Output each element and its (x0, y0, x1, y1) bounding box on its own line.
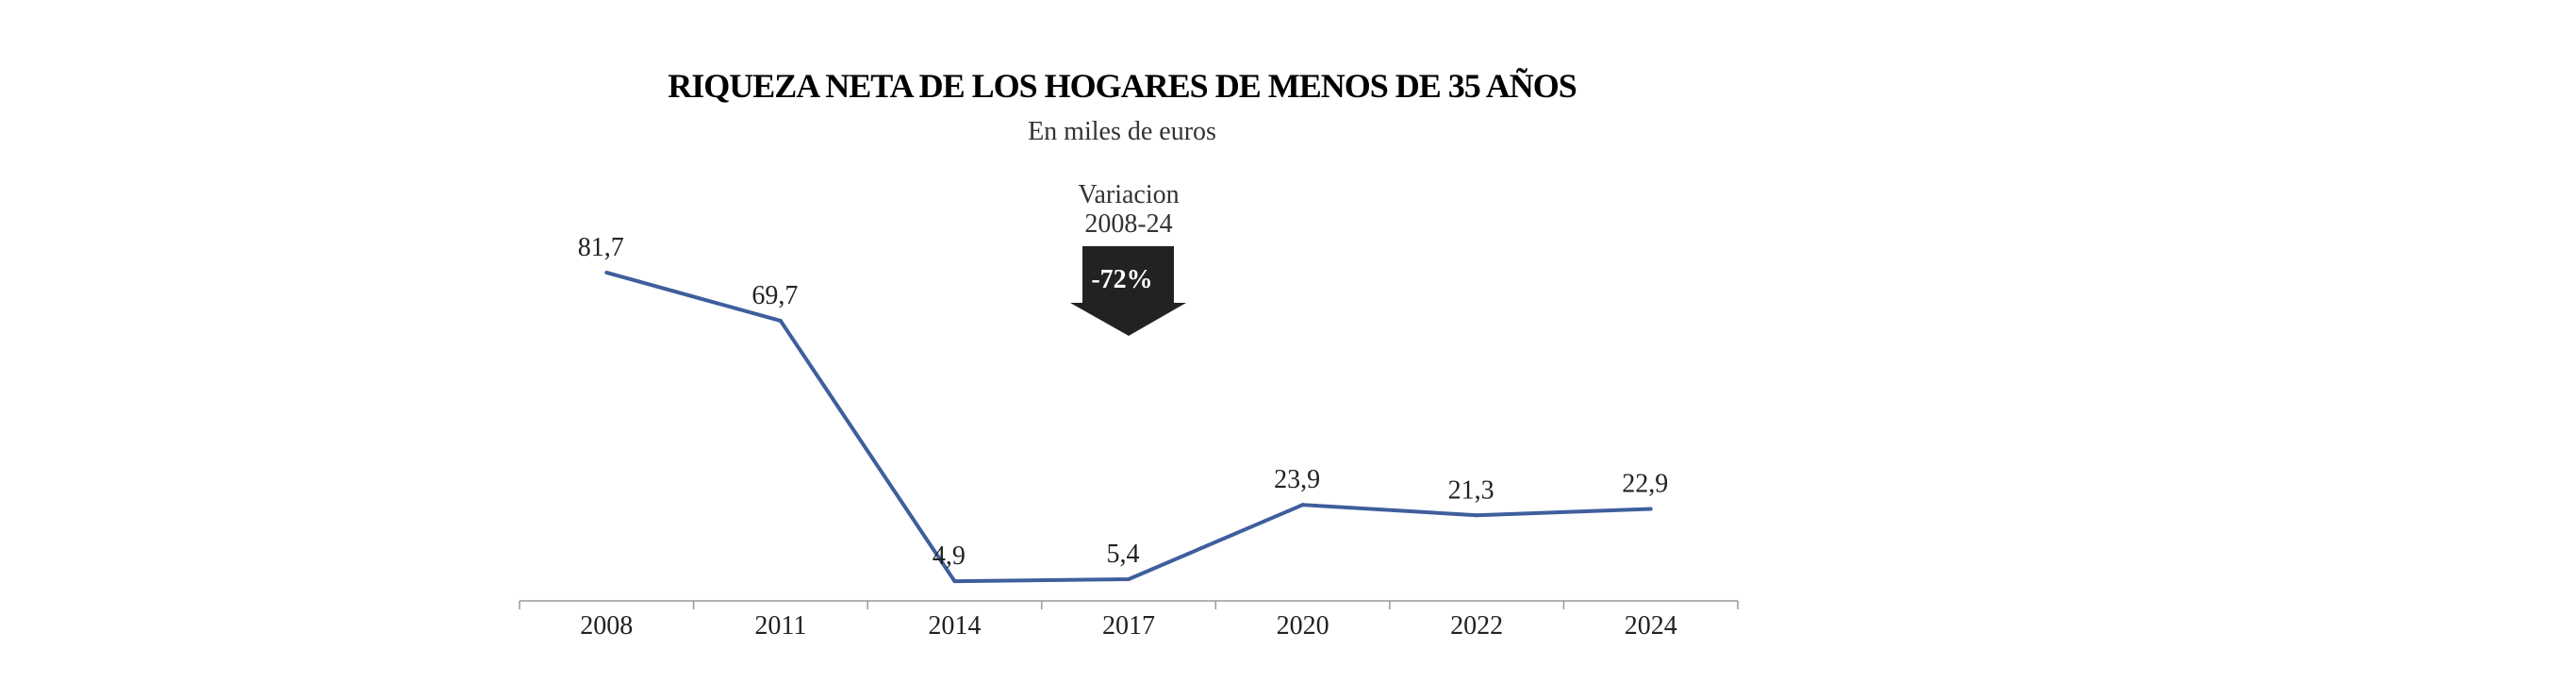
data-label: 81,7 (578, 233, 624, 262)
x-tick-label: 2020 (1277, 611, 1329, 641)
chart-subtitle: En miles de euros (1028, 117, 1216, 146)
data-point (604, 270, 609, 275)
x-tick-label: 2024 (1625, 611, 1677, 641)
data-label: 69,7 (751, 281, 798, 310)
data-label: 22,9 (1622, 469, 1668, 498)
x-tick-label: 2022 (1450, 611, 1503, 641)
variation-annotation: Variacion 2008-24 -72% (1070, 180, 1186, 336)
data-point (1648, 507, 1653, 511)
data-label: 21,3 (1448, 475, 1494, 505)
x-tick-label: 2011 (754, 611, 806, 641)
annotation-value: -72% (1091, 265, 1152, 294)
data-point (952, 579, 957, 584)
chart-title: RIQUEZA NETA DE LOS HOGARES DE MENOS DE … (668, 67, 1577, 105)
annotation-label-line1: Variacion (1078, 180, 1179, 209)
x-tick-label: 2017 (1102, 611, 1155, 641)
data-label: 23,9 (1274, 465, 1320, 494)
data-point (1300, 503, 1305, 508)
arrow-down-icon (1070, 246, 1186, 336)
annotation-label-line2: 2008-24 (1084, 209, 1172, 239)
x-tick-label: 2008 (580, 611, 633, 641)
data-point (1127, 576, 1131, 581)
data-label: 5,4 (1107, 540, 1140, 569)
data-point (778, 319, 783, 324)
x-tick-label: 2014 (928, 611, 981, 641)
data-label: 4,9 (933, 541, 966, 571)
data-point (1475, 513, 1479, 518)
